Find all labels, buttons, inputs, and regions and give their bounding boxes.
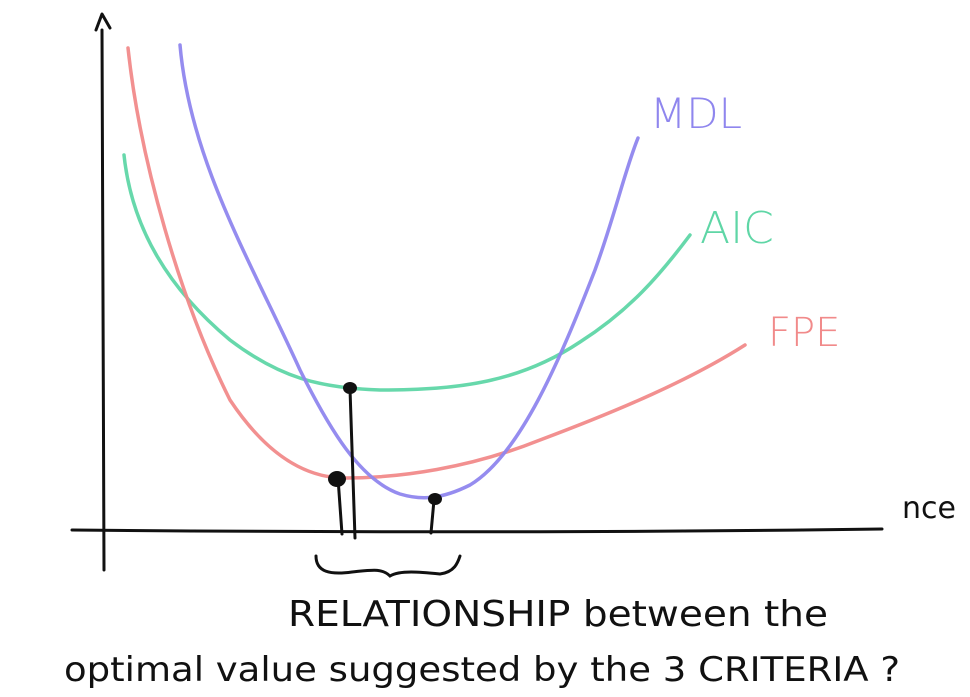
y-axis-arrow — [94, 12, 112, 32]
fpe-minimum-stem — [336, 476, 344, 536]
aic-label: AIC — [700, 203, 774, 254]
aic-minimum-stem — [348, 387, 357, 540]
y-axis — [100, 28, 106, 572]
aic-curve — [122, 153, 692, 392]
mdl-minimum-stem — [429, 498, 436, 535]
x-axis-label: nce — [902, 491, 956, 526]
mdl-curve — [178, 43, 640, 500]
caption-line-2: optimal value suggested by the 3 CRITERI… — [64, 650, 900, 690]
caption-line-1: RELATIONSHIP between the — [288, 594, 828, 635]
aic-minimum-marker — [343, 382, 357, 394]
fpe-label: FPE — [768, 310, 840, 356]
mdl-minimum-marker — [428, 493, 442, 505]
mdl-label: MDL — [650, 89, 742, 138]
curly-brace — [314, 554, 462, 578]
x-axis — [70, 527, 884, 534]
fpe-minimum-marker — [328, 471, 346, 487]
